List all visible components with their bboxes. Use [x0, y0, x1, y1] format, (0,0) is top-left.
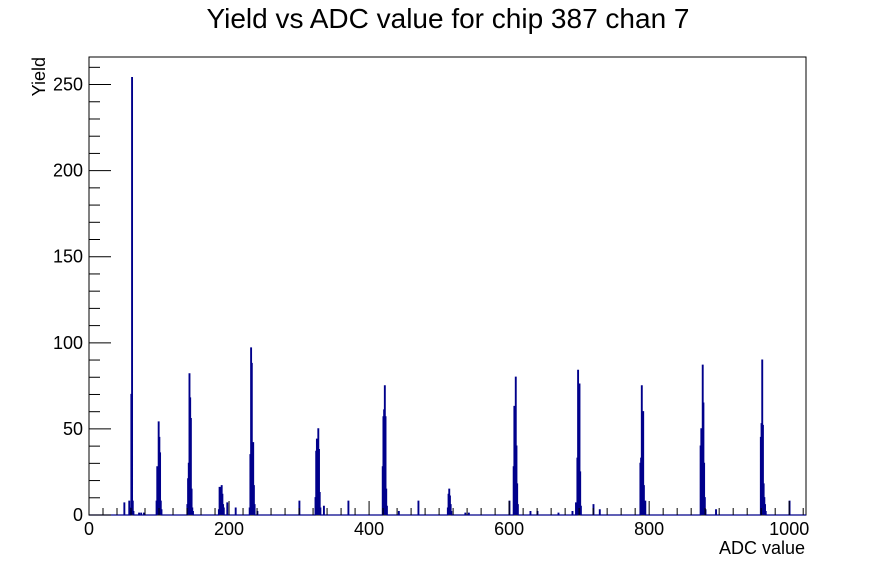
- chart-title: Yield vs ADC value for chip 387 chan 7: [206, 3, 689, 34]
- x-tick-label: 600: [494, 519, 524, 539]
- y-tick-label: 200: [53, 161, 83, 181]
- y-tick-label: 0: [73, 505, 83, 525]
- x-tick-label: 800: [634, 519, 664, 539]
- y-axis-label: Yield: [29, 57, 49, 96]
- y-tick-label: 100: [53, 333, 83, 353]
- plot-frame: [88, 56, 807, 516]
- y-tick-label: 150: [53, 247, 83, 267]
- x-axis-label: ADC value: [719, 538, 805, 558]
- y-tick-label: 250: [53, 75, 83, 95]
- x-tick-label: 200: [214, 519, 244, 539]
- y-tick-label: 50: [63, 419, 83, 439]
- y-axis: 0 50 100 150 200 250: [53, 66, 111, 525]
- x-tick-label: 400: [354, 519, 384, 539]
- x-axis: 0 200 400 600 800 1000: [84, 501, 809, 539]
- x-tick-label: 0: [84, 519, 94, 539]
- x-tick-label: 1000: [769, 519, 809, 539]
- histogram-line: [89, 77, 806, 516]
